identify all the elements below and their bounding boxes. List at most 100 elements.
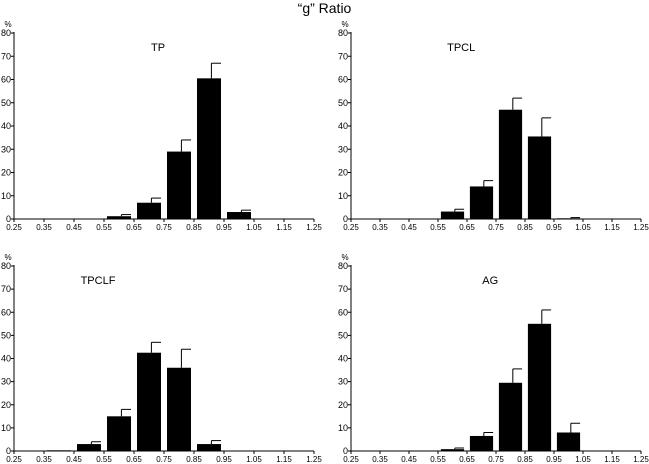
figure-title: “g” Ratio xyxy=(297,0,352,16)
x-tick-label: 0.55 xyxy=(96,223,112,232)
x-tick-label: 1.15 xyxy=(276,455,292,464)
bar xyxy=(498,109,523,219)
y-tick-label: 60 xyxy=(338,75,348,85)
y-tick-label: 40 xyxy=(1,121,11,131)
x-tick-label: 0.75 xyxy=(156,455,172,464)
y-tick-label: 60 xyxy=(338,307,348,317)
x-tick-label: 0.65 xyxy=(459,223,475,232)
bar xyxy=(440,449,465,451)
x-tick-label: 0.85 xyxy=(186,455,202,464)
x-tick-label: 0.95 xyxy=(216,223,232,232)
bar xyxy=(411,450,436,452)
bar xyxy=(411,218,436,220)
y-tick-label: 40 xyxy=(338,121,348,131)
x-tick-label: 0.55 xyxy=(430,223,446,232)
bar xyxy=(197,78,221,220)
bar xyxy=(440,211,465,219)
y-tick-label: 20 xyxy=(338,168,348,178)
y-tick-label: 50 xyxy=(1,330,11,340)
x-tick-label: 0.25 xyxy=(343,223,359,232)
bar xyxy=(469,435,494,451)
y-tick-label: 10 xyxy=(1,423,11,433)
x-tick-label: 0.75 xyxy=(488,223,504,232)
y-tick-label: 70 xyxy=(1,284,11,294)
panel-title: TP xyxy=(151,42,165,54)
x-tick-label: 0.45 xyxy=(401,223,417,232)
y-tick-label: 80 xyxy=(1,28,11,38)
panel-title: TPCLF xyxy=(81,275,116,287)
y-tick-label: 30 xyxy=(338,377,348,387)
y-tick-label: 20 xyxy=(1,400,11,410)
y-tick-label: 60 xyxy=(1,75,11,85)
panel-title: AG xyxy=(482,275,498,287)
y-tick-label: 80 xyxy=(1,261,11,271)
y-tick-label: 30 xyxy=(1,377,11,387)
x-tick-label: 0.65 xyxy=(459,455,475,464)
y-tick-label: 0 xyxy=(343,214,348,224)
bar xyxy=(107,416,131,451)
y-tick-label: 70 xyxy=(1,51,11,61)
x-tick-label: 1.15 xyxy=(604,455,620,464)
x-tick-label: 0.65 xyxy=(126,455,142,464)
x-tick-label: 0.75 xyxy=(156,223,172,232)
bar xyxy=(137,202,161,219)
x-tick-label: 0.25 xyxy=(6,455,22,464)
panel-tp: 0 10 20 30 40 50 60 70 80% 0.25 0.35 0.45 0.55 0.65 0.… xyxy=(1,20,322,232)
bar xyxy=(556,432,581,451)
x-tick-label: 1.25 xyxy=(306,455,322,464)
bar xyxy=(227,212,251,219)
panel-title: TPCL xyxy=(447,42,475,54)
x-tick-label: 0.55 xyxy=(430,455,446,464)
bar xyxy=(77,444,101,451)
bar xyxy=(47,450,71,451)
y-tick-label: 20 xyxy=(1,168,11,178)
y-axis-unit-label: % xyxy=(4,20,11,29)
x-tick-label: 1.25 xyxy=(633,223,649,232)
x-tick-label: 0.95 xyxy=(546,223,562,232)
x-tick-label: 0.95 xyxy=(216,455,232,464)
y-tick-label: 80 xyxy=(338,261,348,271)
bar xyxy=(167,367,191,451)
y-tick-label: 30 xyxy=(338,144,348,154)
x-tick-label: 0.85 xyxy=(186,223,202,232)
x-tick-label: 0.25 xyxy=(6,223,22,232)
x-tick-label: 0.35 xyxy=(372,223,388,232)
y-tick-label: 10 xyxy=(338,191,348,201)
x-tick-label: 0.35 xyxy=(36,223,52,232)
bar xyxy=(527,323,552,451)
x-tick-label: 0.85 xyxy=(517,223,533,232)
x-tick-label: 1.05 xyxy=(246,223,262,232)
y-tick-label: 40 xyxy=(338,354,348,364)
y-tick-label: 20 xyxy=(338,400,348,410)
y-tick-label: 0 xyxy=(6,446,11,456)
x-tick-label: 1.25 xyxy=(633,455,649,464)
y-tick-label: 10 xyxy=(338,423,348,433)
panel-tpclf: 0 10 20 30 40 50 60 70 80% 0.25 0.35 0.45 0.55 0.65 0.… xyxy=(1,253,322,464)
x-tick-label: 0.25 xyxy=(343,455,359,464)
x-tick-label: 0.45 xyxy=(401,455,417,464)
y-tick-label: 70 xyxy=(338,51,348,61)
y-tick-label: 40 xyxy=(1,354,11,364)
bar xyxy=(527,136,552,219)
x-tick-label: 1.05 xyxy=(246,455,262,464)
bar xyxy=(137,352,161,451)
x-tick-label: 0.75 xyxy=(488,455,504,464)
y-tick-label: 50 xyxy=(338,330,348,340)
x-tick-label: 0.35 xyxy=(36,455,52,464)
y-tick-label: 0 xyxy=(6,214,11,224)
x-tick-label: 1.15 xyxy=(604,223,620,232)
x-tick-label: 0.45 xyxy=(66,455,82,464)
x-tick-label: 1.05 xyxy=(575,223,591,232)
x-tick-label: 1.15 xyxy=(276,223,292,232)
bar xyxy=(107,216,131,219)
x-tick-label: 1.25 xyxy=(306,223,322,232)
x-tick-label: 1.05 xyxy=(575,455,591,464)
y-axis-unit-label: % xyxy=(341,20,348,29)
bar xyxy=(556,218,581,219)
y-axis-unit-label: % xyxy=(341,253,348,262)
y-tick-label: 70 xyxy=(338,284,348,294)
x-tick-label: 0.35 xyxy=(372,455,388,464)
panel-tpcl: 0 10 20 30 40 50 60 70 80% 0.25 0.35 0.45 0.55 0.65 0.… xyxy=(338,20,649,232)
y-tick-label: 50 xyxy=(338,98,348,108)
